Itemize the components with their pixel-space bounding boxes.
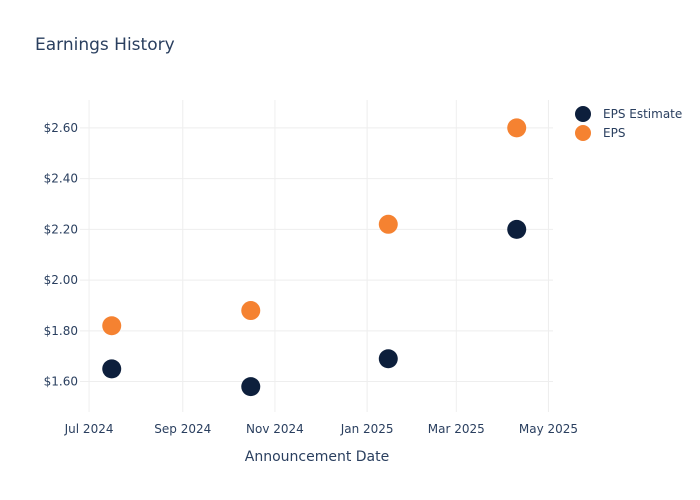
x-axis-ticks: Jul 2024 Sep 2024 Nov 2024 Jan 2025 Mar 2025… [64,422,578,436]
legend-item[interactable]: EPS Estimate [575,106,682,122]
data-points [102,118,527,397]
y-tick-label: $1.80 [44,324,78,338]
x-tick-label: May 2025 [519,422,578,436]
data-point[interactable] [241,377,261,397]
y-axis-ticks: $1.60 $1.80 $2.00 $2.20 $2.40 $2.60 [44,121,78,389]
legend-item[interactable]: EPS [575,125,625,141]
y-tick-label: $2.20 [44,222,78,236]
y-tick-label: $1.60 [44,375,78,389]
y-tick-label: $2.60 [44,121,78,135]
legend-label: EPS Estimate [603,107,682,121]
legend-marker [575,106,591,122]
data-point[interactable] [378,214,398,234]
data-point[interactable] [507,219,527,239]
data-point[interactable] [102,359,122,379]
data-point[interactable] [241,301,261,321]
legend-label: EPS [603,126,625,140]
legend[interactable]: EPS Estimate EPS [575,106,682,141]
y-tick-label: $2.40 [44,172,78,186]
x-tick-label: Jul 2024 [64,422,114,436]
data-point[interactable] [507,118,527,138]
data-point[interactable] [378,349,398,369]
gridlines [80,100,553,412]
x-tick-label: Mar 2025 [428,422,485,436]
x-tick-label: Sep 2024 [154,422,211,436]
chart-title: Earnings History [35,35,175,55]
legend-marker [575,125,591,141]
y-tick-label: $2.00 [44,273,78,287]
x-tick-label: Jan 2025 [340,422,394,436]
x-tick-label: Nov 2024 [246,422,304,436]
x-axis-title: Announcement Date [245,449,389,465]
data-point[interactable] [102,316,122,336]
